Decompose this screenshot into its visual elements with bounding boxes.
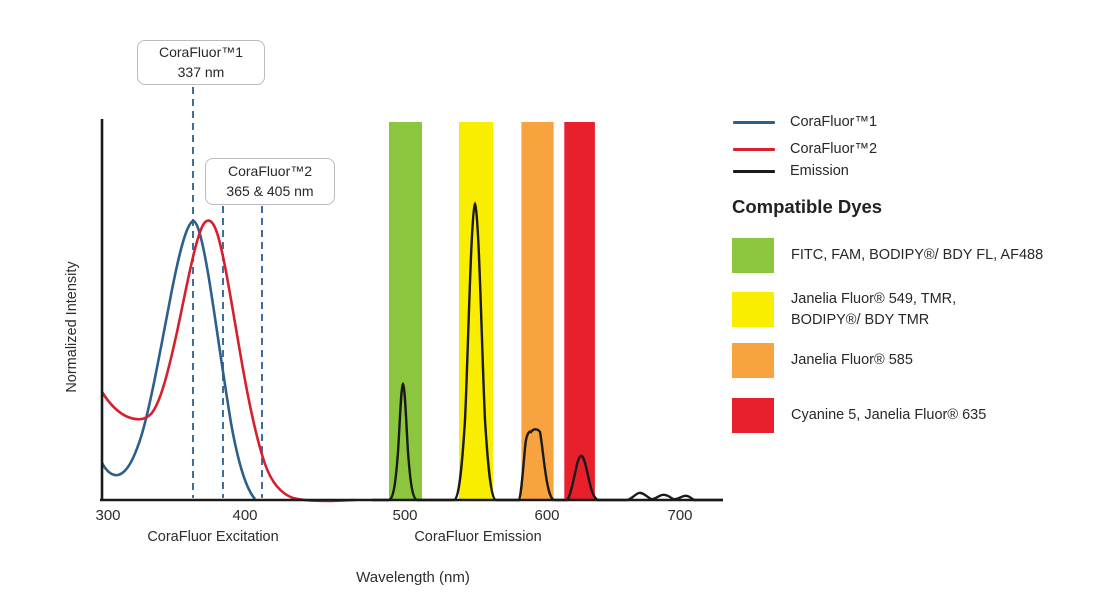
x-tick-300: 300 <box>95 507 121 524</box>
corafluor2-excitation-curve <box>100 219 356 503</box>
corafluor1-line-swatch <box>733 120 775 124</box>
excitation-caption: CoraFluor Excitation <box>147 529 279 545</box>
y-axis-title: Normalized Intensity <box>64 261 80 393</box>
annotation-corafluor2-title: CoraFluor™2 <box>227 162 313 179</box>
compatible-dyes-heading: Compatible Dyes <box>732 196 883 217</box>
yellow-dye-swatch <box>732 292 774 327</box>
dye-item-orange: Janelia Fluor® 585 <box>732 343 913 378</box>
emission-caption: CoraFluor Emission <box>414 529 542 545</box>
dye-item-green: FITC, FAM, BODIPY®/ BDY FL, AF488 <box>732 238 1043 273</box>
dye-item-label: Janelia Fluor® 585 <box>791 352 913 369</box>
dye-item-label: Janelia Fluor® 549, TMR, BODIPY®/ BDY TM… <box>791 291 957 328</box>
emission-line-swatch <box>733 169 775 173</box>
legend-item-corafluor1: CoraFluor™1 <box>733 114 877 130</box>
corafluor2-line-swatch <box>733 147 775 151</box>
annotation-corafluor1: CoraFluor™1 337 nm <box>137 40 265 85</box>
x-axis-title: Wavelength (nm) <box>356 569 470 586</box>
spectra-chart <box>100 87 723 503</box>
x-tick-500: 500 <box>392 507 418 524</box>
x-tick-700: 700 <box>667 507 693 524</box>
legend-item-corafluor2: CoraFluor™2 <box>733 141 877 157</box>
green-dye-swatch <box>732 238 774 273</box>
dye-item-yellow: Janelia Fluor® 549, TMR, BODIPY®/ BDY TM… <box>732 291 957 328</box>
annotation-corafluor2-value: 365 & 405 nm <box>226 182 314 199</box>
dye-band-red <box>564 122 595 499</box>
legend-item-label: CoraFluor™2 <box>790 141 878 157</box>
annotation-corafluor1-title: CoraFluor™1 <box>158 43 244 60</box>
red-dye-swatch <box>732 398 774 433</box>
dye-item-label: Cyanine 5, Janelia Fluor® 635 <box>791 407 987 424</box>
orange-dye-swatch <box>732 343 774 378</box>
dye-item-red: Cyanine 5, Janelia Fluor® 635 <box>732 398 986 433</box>
corafluor1-excitation-curve <box>100 219 257 500</box>
dye-band-green <box>389 122 422 499</box>
dye-item-label: FITC, FAM, BODIPY®/ BDY FL, AF488 <box>791 247 1044 264</box>
legend-item-label: Emission <box>790 163 849 179</box>
legend-item-emission: Emission <box>733 163 849 179</box>
annotation-corafluor2: CoraFluor™2 365 & 405 nm <box>205 158 335 205</box>
x-tick-600: 600 <box>534 507 560 524</box>
legend-item-label: CoraFluor™1 <box>790 114 878 130</box>
annotation-corafluor1-value: 337 nm <box>177 63 225 80</box>
x-tick-400: 400 <box>232 507 258 524</box>
